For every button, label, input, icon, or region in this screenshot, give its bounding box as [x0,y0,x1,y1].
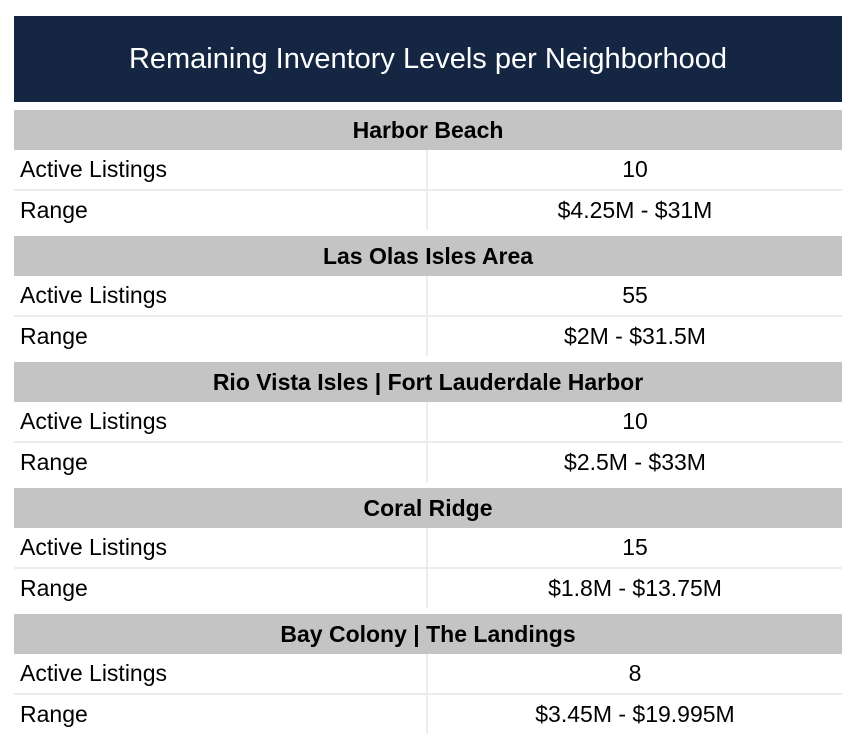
section-gap [14,608,842,612]
section-gap [14,356,842,360]
row-value: $4.25M - $31M [557,197,713,223]
section-header: Bay Colony | The Landings [14,612,842,654]
table-row: Range $4.25M - $31M [14,191,842,230]
table-row: Range $2M - $31.5M [14,317,842,356]
row-label: Range [14,695,428,734]
row-label: Active Listings [14,402,428,441]
row-value: 15 [622,534,648,560]
table-row: Active Listings 55 [14,276,842,317]
section-harbor-beach: Harbor Beach Active Listings 10 Range $4… [14,108,842,230]
row-value: 10 [622,156,648,182]
section-gap [14,482,842,486]
row-value: 8 [628,660,642,686]
row-label: Active Listings [14,150,428,189]
section-las-olas-isles: Las Olas Isles Area Active Listings 55 R… [14,234,842,356]
row-label: Range [14,443,428,482]
section-bay-colony: Bay Colony | The Landings Active Listing… [14,612,842,734]
section-gap [14,230,842,234]
row-label: Range [14,569,428,608]
table-row: Active Listings 15 [14,528,842,569]
section-rio-vista-isles: Rio Vista Isles | Fort Lauderdale Harbor… [14,360,842,482]
row-value: $2.5M - $33M [564,449,706,475]
table-row: Range $2.5M - $33M [14,443,842,482]
row-label: Range [14,317,428,356]
row-value: $3.45M - $19.995M [535,701,735,727]
section-header: Harbor Beach [14,108,842,150]
section-header: Las Olas Isles Area [14,234,842,276]
section-coral-ridge: Coral Ridge Active Listings 15 Range $1.… [14,486,842,608]
row-value: $1.8M - $13.75M [548,575,722,601]
row-value: 10 [622,408,648,434]
title-gap [14,102,842,108]
table-row: Active Listings 10 [14,150,842,191]
row-label: Range [14,191,428,230]
table-row: Active Listings 8 [14,654,842,695]
table-row: Active Listings 10 [14,402,842,443]
row-label: Active Listings [14,654,428,693]
row-value: 55 [622,282,648,308]
table-row: Range $3.45M - $19.995M [14,695,842,734]
section-header: Coral Ridge [14,486,842,528]
row-value: $2M - $31.5M [564,323,706,349]
section-header: Rio Vista Isles | Fort Lauderdale Harbor [14,360,842,402]
row-label: Active Listings [14,528,428,567]
row-label: Active Listings [14,276,428,315]
table-row: Range $1.8M - $13.75M [14,569,842,608]
inventory-table: Remaining Inventory Levels per Neighborh… [14,16,842,734]
table-title: Remaining Inventory Levels per Neighborh… [14,16,842,102]
